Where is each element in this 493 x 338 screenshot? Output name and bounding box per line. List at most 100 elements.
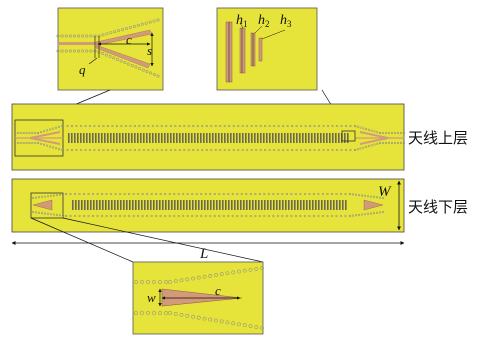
slot xyxy=(282,200,284,210)
via xyxy=(146,214,149,218)
via xyxy=(308,214,311,218)
via xyxy=(326,148,330,152)
slot xyxy=(168,200,170,210)
via xyxy=(331,124,334,128)
via xyxy=(295,148,298,152)
via xyxy=(291,124,294,128)
via xyxy=(390,141,394,145)
via xyxy=(231,270,236,275)
via xyxy=(335,192,338,196)
via xyxy=(89,49,93,53)
via xyxy=(104,53,108,57)
via xyxy=(232,148,235,152)
via xyxy=(219,319,224,324)
via xyxy=(152,280,156,284)
slot xyxy=(318,200,320,210)
via xyxy=(72,34,76,38)
via xyxy=(156,124,159,128)
via xyxy=(339,192,343,196)
via xyxy=(34,141,37,145)
via xyxy=(60,148,64,152)
slot xyxy=(263,133,265,143)
via xyxy=(362,127,365,130)
slot xyxy=(135,200,137,210)
via xyxy=(242,268,247,273)
via xyxy=(285,192,288,196)
via xyxy=(248,267,253,272)
via xyxy=(263,214,266,218)
via xyxy=(254,325,259,329)
via xyxy=(85,34,89,38)
via xyxy=(31,210,35,214)
slot xyxy=(111,200,113,210)
via xyxy=(156,74,160,78)
slot xyxy=(74,133,76,143)
label-L: L xyxy=(199,246,208,262)
slot xyxy=(224,133,226,143)
via xyxy=(282,148,285,152)
slot xyxy=(246,200,248,210)
slot xyxy=(150,200,152,210)
slot xyxy=(297,200,299,210)
via xyxy=(105,192,108,196)
via xyxy=(118,192,122,196)
via xyxy=(73,214,77,218)
via xyxy=(237,322,241,327)
slot xyxy=(335,133,337,143)
via xyxy=(141,214,144,218)
via xyxy=(168,214,171,218)
slot xyxy=(90,200,92,210)
slot xyxy=(125,133,127,143)
slot xyxy=(264,200,266,210)
slot xyxy=(345,200,347,210)
via xyxy=(299,214,302,218)
via xyxy=(387,131,391,135)
via xyxy=(363,194,367,197)
slot xyxy=(102,200,104,210)
via xyxy=(370,129,373,132)
slot xyxy=(110,133,112,143)
top-layer-label: 天线上层 xyxy=(408,129,468,147)
via xyxy=(42,143,46,146)
via xyxy=(48,145,52,148)
via xyxy=(150,192,153,196)
via xyxy=(210,124,213,128)
zoom-box-bottom xyxy=(30,192,64,219)
via xyxy=(255,124,258,128)
via xyxy=(164,192,167,196)
via xyxy=(393,131,397,135)
slot xyxy=(92,133,94,143)
via xyxy=(340,124,343,128)
via xyxy=(52,213,56,216)
via xyxy=(129,124,132,128)
via xyxy=(77,49,81,53)
via xyxy=(250,124,253,128)
via xyxy=(185,313,190,318)
via xyxy=(222,192,225,196)
slot xyxy=(213,200,215,210)
via xyxy=(187,124,190,128)
slot xyxy=(293,133,295,143)
via xyxy=(286,148,289,152)
via xyxy=(335,214,338,218)
via xyxy=(384,131,388,135)
via xyxy=(54,126,58,129)
via xyxy=(378,211,382,214)
via xyxy=(61,148,65,152)
slot xyxy=(156,200,158,210)
slot xyxy=(261,200,263,210)
via xyxy=(36,141,40,145)
via xyxy=(250,148,253,152)
bottom-layer-label: 天线下层 xyxy=(408,198,468,216)
via xyxy=(100,192,104,196)
via xyxy=(89,34,93,38)
slot xyxy=(147,200,149,210)
slot xyxy=(107,133,109,143)
via xyxy=(146,280,150,284)
via xyxy=(134,65,138,69)
via xyxy=(109,31,113,35)
via xyxy=(249,214,252,218)
via xyxy=(160,124,163,128)
slot xyxy=(251,133,253,143)
via xyxy=(258,214,261,218)
